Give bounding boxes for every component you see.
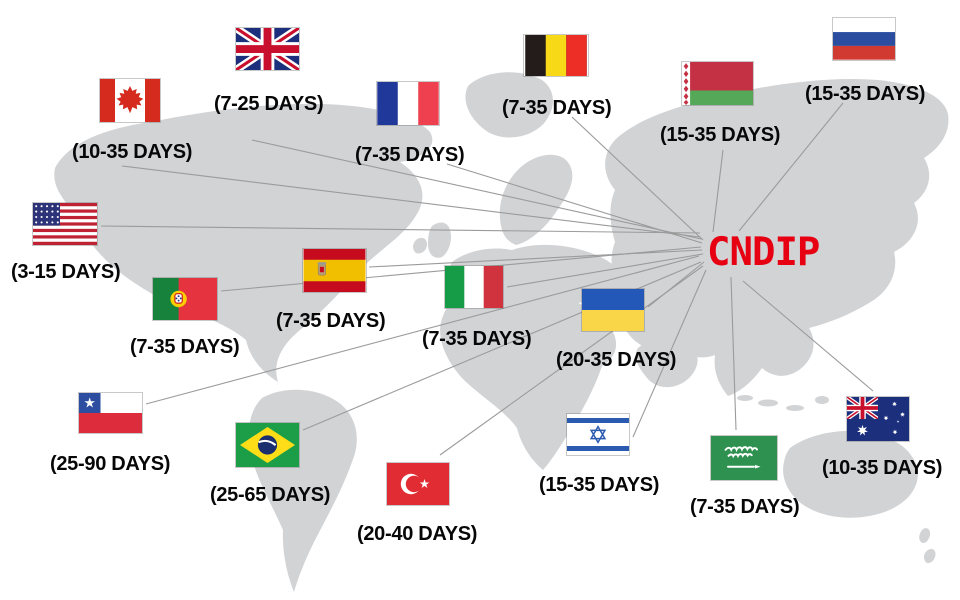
route-line-saudi — [730, 276, 737, 431]
portugal-days-label: (7-35 DAYS) — [130, 336, 240, 358]
usa-flag-icon — [33, 203, 97, 245]
canada-flag-icon — [100, 79, 160, 122]
british-isles — [428, 222, 452, 258]
spain-days-label: (7-35 DAYS) — [276, 310, 386, 332]
chile-days-label: (25-90 DAYS) — [50, 453, 171, 475]
north-america-landmass — [54, 103, 433, 383]
portugal-flag-icon — [153, 278, 217, 320]
italy-flag-icon — [445, 266, 503, 308]
route-line-france — [446, 163, 703, 244]
belarus-days-label: (15-35 DAYS) — [660, 124, 781, 146]
israel-flag-icon — [567, 414, 629, 455]
belgium-flag-icon — [524, 35, 588, 76]
australia-landmass — [783, 430, 918, 518]
route-line-belgium — [571, 116, 704, 241]
turkey-flag-icon — [387, 463, 449, 505]
indonesia-island — [815, 396, 829, 404]
route-line-usa — [100, 225, 701, 234]
route-line-chile — [145, 255, 700, 405]
saudi-arabia-flag-icon — [711, 436, 777, 480]
saudi-arabia-days-label: (7-35 DAYS) — [690, 496, 800, 518]
indonesia-island — [737, 395, 753, 401]
brazil-flag-icon — [236, 423, 299, 467]
route-line-canada — [121, 165, 701, 238]
chile-flag-icon — [79, 393, 142, 433]
italy-days-label: (7-35 DAYS) — [422, 328, 532, 350]
ireland-island — [413, 237, 427, 254]
route-line-turkey — [439, 265, 704, 456]
russia-flag-icon — [833, 18, 895, 60]
new-zealand-islands — [919, 528, 936, 564]
route-line-ukraine — [647, 261, 705, 308]
greenland-landmass — [465, 72, 553, 138]
france-flag-icon — [377, 82, 439, 125]
australia-days-label: (10-35 DAYS) — [822, 457, 943, 479]
canada-days-label: (10-35 DAYS) — [72, 141, 193, 163]
united-kingdom-days-label: (7-25 DAYS) — [214, 93, 324, 115]
turkey-days-label: (20-40 DAYS) — [357, 523, 478, 545]
usa-days-label: (3-15 DAYS) — [11, 261, 121, 283]
belarus-flag-icon — [682, 62, 753, 105]
route-line-australia — [742, 280, 874, 392]
indonesia-island — [758, 399, 778, 407]
arabia-landmass — [635, 338, 698, 388]
belgium-days-label: (7-35 DAYS) — [502, 97, 612, 119]
france-days-label: (7-35 DAYS) — [355, 144, 465, 166]
ukraine-days-label: (20-35 DAYS) — [556, 349, 677, 371]
brand-logo-cndip: CNDIP — [707, 230, 820, 275]
route-line-israel — [632, 269, 707, 438]
philippines-islands — [755, 320, 770, 342]
ukraine-flag-icon — [582, 289, 644, 331]
brazil-days-label: (25-65 DAYS) — [210, 484, 331, 506]
asia-landmass — [605, 78, 949, 396]
route-line-spain — [368, 249, 703, 268]
scandinavia-landmass — [499, 154, 573, 245]
route-line-belarus — [712, 149, 724, 233]
japan-islands — [796, 230, 821, 298]
route-line-uk — [251, 139, 702, 240]
indonesia-island — [786, 405, 804, 411]
route-line-italy — [506, 253, 704, 288]
route-line-russia — [738, 102, 844, 232]
australia-flag-icon — [847, 397, 909, 441]
israel-days-label: (15-35 DAYS) — [539, 474, 660, 496]
russia-days-label: (15-35 DAYS) — [805, 83, 926, 105]
united-kingdom-flag-icon — [236, 28, 299, 70]
spain-flag-icon — [303, 249, 366, 292]
